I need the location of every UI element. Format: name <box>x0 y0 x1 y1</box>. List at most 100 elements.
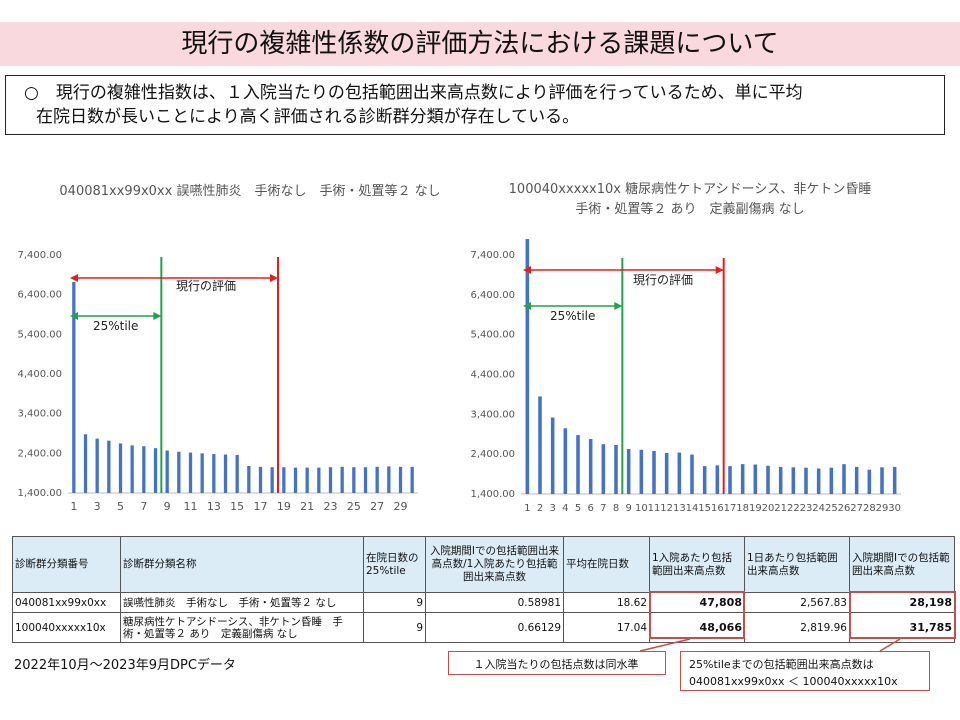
bar <box>72 281 76 493</box>
table-header: 1入院あたり包括範囲出来高点数 <box>649 536 745 593</box>
table-cell: 0.58981 <box>425 592 564 613</box>
x-tick-label: 29 <box>394 500 408 513</box>
bar <box>740 464 745 494</box>
callout-right: 25%tileまでの包括範囲出来高点数は 040081xx99x0xx ＜ 10… <box>680 651 930 691</box>
bar <box>107 440 111 493</box>
x-tick-label: 28 <box>863 503 876 514</box>
marker-label: 25%tile <box>93 319 138 333</box>
x-tick-label: 18 <box>736 503 749 514</box>
page-title: 現行の複雑性係数の評価方法における課題について <box>181 29 779 59</box>
marker-label: 現行の評価 <box>176 278 236 293</box>
bar <box>352 467 356 493</box>
table-header: 1日あたり包括範囲出来高点数 <box>744 536 850 593</box>
bar <box>317 467 321 493</box>
callout-left-text: １入院当たりの包括点数は同水準 <box>473 658 639 671</box>
bar <box>626 448 631 494</box>
bar <box>702 466 707 494</box>
x-tick-label: 5 <box>117 500 124 513</box>
x-tick-label: 19 <box>277 500 291 513</box>
x-tick-label: 9 <box>164 500 171 513</box>
x-tick-label: 7 <box>600 503 606 514</box>
x-tick-label: 15 <box>230 500 244 513</box>
bar <box>791 467 796 494</box>
bar <box>892 466 897 494</box>
x-tick-label: 25 <box>347 500 361 513</box>
bar <box>340 466 344 493</box>
marker-arrowhead <box>614 302 623 310</box>
bar <box>550 417 555 494</box>
bar <box>778 466 783 494</box>
bar <box>639 449 644 494</box>
bar <box>690 454 694 494</box>
bar <box>588 439 593 494</box>
bar <box>664 452 669 494</box>
bar <box>293 467 298 493</box>
x-tick-label: 21 <box>774 503 787 514</box>
bar <box>677 452 682 494</box>
bar <box>223 454 228 493</box>
bar <box>363 467 368 493</box>
bar <box>816 468 821 494</box>
bar <box>766 465 770 494</box>
marker-arrowhead <box>715 266 724 274</box>
y-tick-label: 4,400.00 <box>470 370 515 381</box>
highlight-box-period1 <box>849 591 956 639</box>
callout-right-line1: 25%tileまでの包括範囲出来高点数は <box>689 658 874 671</box>
x-tick-label: 1 <box>70 500 77 513</box>
bar <box>305 467 309 493</box>
data-source-note: 2022年10月～2023年9月DPCデータ <box>14 658 236 673</box>
bar <box>410 466 414 493</box>
marker-arrowhead <box>153 312 162 320</box>
y-tick-label: 6,400.00 <box>470 290 515 301</box>
bar <box>614 445 618 494</box>
y-tick-label: 5,400.00 <box>17 329 62 340</box>
x-tick-label: 9 <box>625 503 631 514</box>
bar <box>563 428 568 494</box>
marker-label: 25%tile <box>550 309 595 323</box>
y-tick-label: 1,400.00 <box>17 488 62 499</box>
table-cell: 2,567.83 <box>744 592 850 613</box>
y-tick-label: 3,400.00 <box>17 409 62 420</box>
bar <box>118 443 123 493</box>
x-tick-label: 14 <box>686 503 699 514</box>
bar <box>525 239 530 494</box>
x-tick-label: 17 <box>724 503 737 514</box>
x-tick-label: 26 <box>838 503 851 514</box>
callout-left: １入院当たりの包括点数は同水準 <box>448 651 666 675</box>
bar <box>728 466 732 494</box>
table-cell: 9 <box>363 612 426 643</box>
bar <box>387 466 391 493</box>
table-cell: 28,198 <box>849 592 955 613</box>
bar <box>165 450 169 493</box>
bar <box>177 451 181 493</box>
x-tick-label: 22 <box>787 503 800 514</box>
y-tick-label: 4,400.00 <box>17 369 62 380</box>
bar <box>188 452 193 493</box>
table-cell: 誤嚥性肺炎 手術なし 手術・処置等２ なし <box>120 592 364 613</box>
table-cell: 糖尿病性ケトアシドーシス、非ケトン昏睡 手術・処置等２ あり 定義副傷病 なし <box>120 612 364 643</box>
table-cell: 18.62 <box>563 592 650 613</box>
bar <box>328 467 333 493</box>
x-tick-label: 19 <box>749 503 762 514</box>
y-tick-label: 7,400.00 <box>470 250 515 261</box>
x-tick-label: 2 <box>537 503 543 514</box>
table-row: 040081xx99x0xx 誤嚥性肺炎 手術なし 手術・処置等２ なし 9 0… <box>12 592 955 613</box>
highlight-box-per-admission <box>649 591 745 639</box>
note-box: ○ 現行の複雑性指数は、１入院当たりの包括範囲出来高点数により評価を行っているた… <box>5 75 945 135</box>
marker-arrowhead <box>70 274 78 282</box>
y-tick-label: 5,400.00 <box>470 330 515 341</box>
bar <box>130 445 134 493</box>
x-tick-label: 11 <box>184 500 198 513</box>
y-tick-label: 7,400.00 <box>17 250 62 261</box>
bar <box>258 466 263 493</box>
data-table: 診断群分類番号 診断群分類名称 在院日数の25%tile 入院期間Ⅰでの包括範囲… <box>12 536 955 643</box>
marker-arrowhead <box>523 302 531 310</box>
callout-right-connector <box>879 638 901 652</box>
x-tick-label: 17 <box>254 500 268 513</box>
bar <box>576 435 580 494</box>
chart2: 1,400.00 2,400.00 3,400.00 4,400.00 5,400.00… <box>470 239 901 514</box>
table-header: 入院期間Ⅰでの包括範囲出来高点数/1入院あたり包括範囲出来高点数 <box>425 536 564 593</box>
bar <box>83 434 88 493</box>
table-cell: 100040xxxxx10x <box>12 612 121 643</box>
bar <box>375 466 379 493</box>
